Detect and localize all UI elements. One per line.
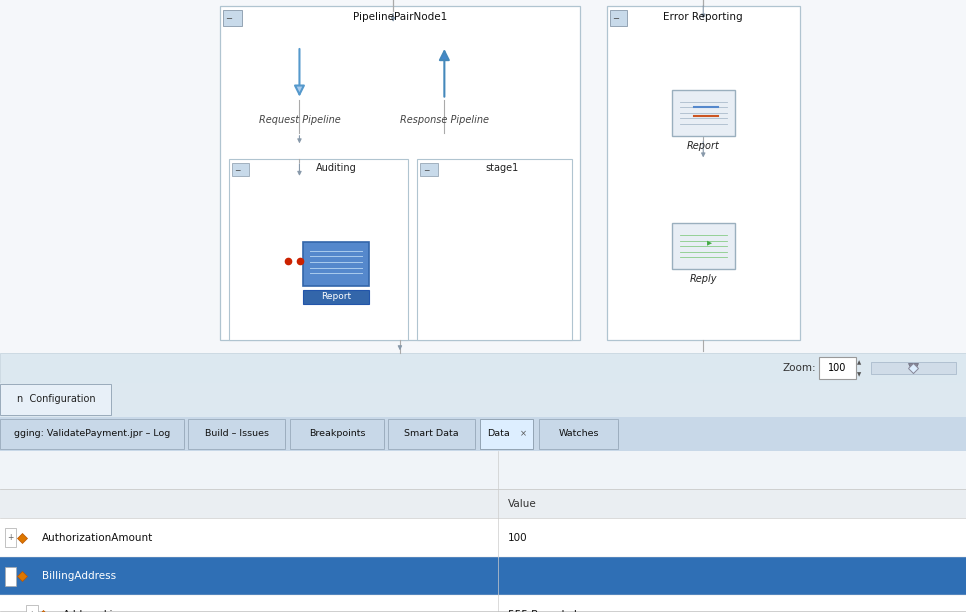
Bar xyxy=(0,382,966,417)
Text: ▲: ▲ xyxy=(857,360,861,365)
Text: 100: 100 xyxy=(828,363,847,373)
Bar xyxy=(5,528,16,547)
Text: Reply: Reply xyxy=(690,274,717,284)
Bar xyxy=(0,595,966,612)
Bar xyxy=(480,419,533,449)
Text: Error Reporting: Error Reporting xyxy=(664,12,743,22)
Text: 100: 100 xyxy=(508,532,527,543)
Bar xyxy=(5,567,16,586)
Bar xyxy=(0,489,966,518)
Text: −: − xyxy=(225,15,233,23)
Bar xyxy=(607,6,800,340)
Bar xyxy=(26,605,38,612)
Text: Report: Report xyxy=(687,141,720,151)
Bar xyxy=(232,163,249,176)
Bar xyxy=(539,419,618,449)
Text: Response Pipeline: Response Pipeline xyxy=(400,114,489,124)
Text: Build – Issues: Build – Issues xyxy=(205,430,269,438)
Text: −: − xyxy=(8,572,14,581)
Bar xyxy=(388,419,475,449)
Text: gging: ValidatePayment.jpr – Log: gging: ValidatePayment.jpr – Log xyxy=(14,430,170,438)
Bar xyxy=(220,6,580,340)
Text: AddressLine: AddressLine xyxy=(63,610,127,612)
Bar xyxy=(229,159,408,340)
Bar xyxy=(819,357,856,379)
Text: n  Configuration: n Configuration xyxy=(16,394,96,404)
Text: stage1: stage1 xyxy=(486,163,519,173)
Bar xyxy=(303,242,369,286)
Text: Watches: Watches xyxy=(558,430,599,438)
Text: +: + xyxy=(8,533,14,542)
Text: Value: Value xyxy=(508,499,537,509)
Bar xyxy=(0,0,966,353)
Bar xyxy=(420,163,438,176)
Bar xyxy=(0,353,966,382)
Bar xyxy=(672,90,734,136)
Text: ×: × xyxy=(520,430,527,438)
Text: 555 Beverly Lane: 555 Beverly Lane xyxy=(508,610,599,612)
Text: Request Pipeline: Request Pipeline xyxy=(259,114,340,124)
Bar xyxy=(0,419,184,449)
Bar xyxy=(188,419,285,449)
Bar xyxy=(0,451,966,489)
Text: ▼: ▼ xyxy=(857,371,861,377)
Text: −: − xyxy=(611,15,619,23)
Text: PipelinePairNode1: PipelinePairNode1 xyxy=(353,12,447,22)
Bar xyxy=(303,289,369,304)
Text: BillingAddress: BillingAddress xyxy=(42,571,116,581)
Bar xyxy=(0,0,966,353)
Text: AuthorizationAmount: AuthorizationAmount xyxy=(42,532,153,543)
Text: −: − xyxy=(235,166,241,174)
Text: Breakpoints: Breakpoints xyxy=(309,430,365,438)
Bar xyxy=(672,223,734,269)
Bar xyxy=(610,10,627,26)
Text: Zoom:: Zoom: xyxy=(782,363,816,373)
Bar xyxy=(417,159,572,340)
Bar xyxy=(0,518,966,557)
Bar xyxy=(0,417,966,451)
Bar xyxy=(0,557,966,595)
Text: −: − xyxy=(423,166,429,174)
Text: Data: Data xyxy=(488,430,510,438)
Text: +: + xyxy=(29,610,35,612)
Bar xyxy=(223,10,242,26)
Bar xyxy=(871,362,956,374)
Text: Report: Report xyxy=(321,293,352,301)
Bar xyxy=(0,384,111,415)
Bar xyxy=(0,451,966,612)
Bar xyxy=(290,419,384,449)
Text: Auditing: Auditing xyxy=(316,163,356,173)
Text: Smart Data: Smart Data xyxy=(405,430,459,438)
